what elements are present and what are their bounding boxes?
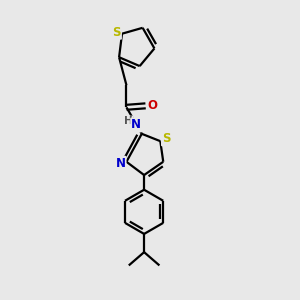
Text: O: O (147, 99, 157, 112)
Text: N: N (116, 157, 126, 170)
Text: N: N (131, 118, 141, 131)
Text: H: H (124, 116, 133, 126)
Text: S: S (112, 26, 121, 39)
Text: S: S (162, 132, 170, 145)
